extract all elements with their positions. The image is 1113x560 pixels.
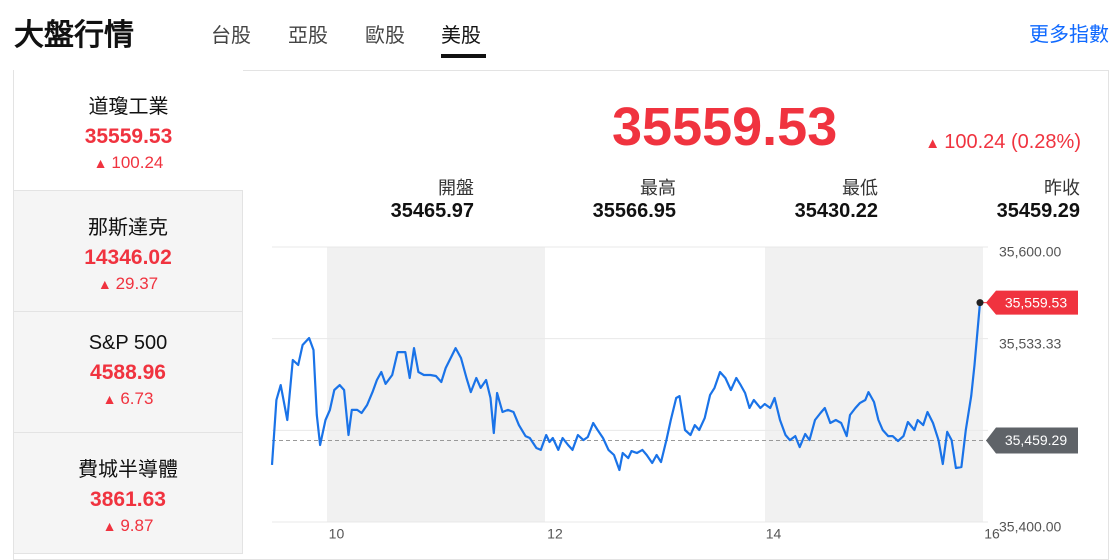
tab-underline	[441, 54, 486, 58]
last-point	[976, 299, 984, 307]
stat-value: 35465.97	[390, 200, 474, 222]
more-link[interactable]: 更多指數	[1029, 24, 1109, 46]
change-text: 100.24 (0.28%)	[944, 131, 1081, 153]
x-tick-label: 16	[984, 526, 1000, 542]
index-name: 費城半導體	[78, 459, 178, 481]
index-item[interactable]: 道瓊工業 35559.53 ▲ 100.24	[13, 70, 243, 191]
index-value: 14346.02	[84, 246, 172, 269]
index-item[interactable]: 那斯達克 14346.02 ▲ 29.37	[13, 191, 243, 312]
x-tick-label: 10	[329, 526, 345, 542]
tab[interactable]: 歐股	[365, 25, 405, 47]
price: 35559.53	[612, 97, 838, 157]
index-value: 35559.53	[84, 125, 173, 148]
change-text: 6.73	[120, 389, 154, 408]
change-text: 29.37	[115, 274, 159, 293]
change-text: 100.24	[111, 153, 164, 172]
price-change: ▲ 100.24 (0.28%)	[925, 131, 1081, 154]
last-label: 35,559.53	[1005, 294, 1067, 310]
session-band	[327, 247, 545, 522]
index-item[interactable]: S&P 500 4588.96 ▲ 6.73	[13, 312, 243, 433]
stat-value: 35459.29	[996, 200, 1080, 222]
tab[interactable]: 亞股	[288, 25, 328, 47]
change-text: 9.87	[120, 516, 154, 535]
up-icon: ▲	[97, 276, 116, 292]
index-name: 道瓊工業	[88, 96, 169, 118]
y-tick-label: 35,600.00	[999, 244, 1061, 260]
tab[interactable]: 台股	[211, 25, 251, 47]
index-value: 3861.63	[90, 488, 166, 511]
stat-label: 開盤	[438, 178, 474, 198]
index-change: ▲ 9.87	[14, 516, 242, 536]
stat-label: 最低	[842, 178, 878, 198]
up-icon: ▲	[93, 155, 112, 171]
x-tick-label: 12	[547, 526, 563, 542]
index-name: S&P 500	[88, 332, 168, 354]
stat-label: 最高	[640, 178, 676, 198]
index-change: ▲ 6.73	[14, 389, 242, 409]
page-title: 大盤行情	[14, 19, 134, 52]
up-icon: ▲	[102, 391, 121, 407]
index-value: 4588.96	[90, 361, 166, 384]
index-change: ▲ 100.24	[14, 153, 243, 173]
y-tick-label: 35,400.00	[999, 519, 1061, 535]
reference-label-box	[986, 427, 1078, 454]
last-label-box	[986, 290, 1078, 315]
index-change: ▲ 29.37	[14, 274, 242, 294]
up-icon: ▲	[925, 135, 945, 152]
stat-value: 35566.95	[592, 200, 676, 222]
up-icon: ▲	[102, 518, 121, 534]
y-tick-label: 35,533.33	[999, 335, 1061, 351]
x-tick-label: 14	[766, 526, 782, 542]
session-band	[765, 247, 983, 522]
stat-value: 35430.22	[794, 200, 878, 222]
stat-label: 昨收	[1044, 178, 1080, 198]
tab[interactable]: 美股	[441, 25, 481, 47]
index-name: 那斯達克	[88, 217, 168, 239]
index-item[interactable]: 費城半導體 3861.63 ▲ 9.87	[13, 433, 243, 554]
reference-label: 35,459.29	[1005, 432, 1067, 448]
price-line	[270, 302, 982, 472]
